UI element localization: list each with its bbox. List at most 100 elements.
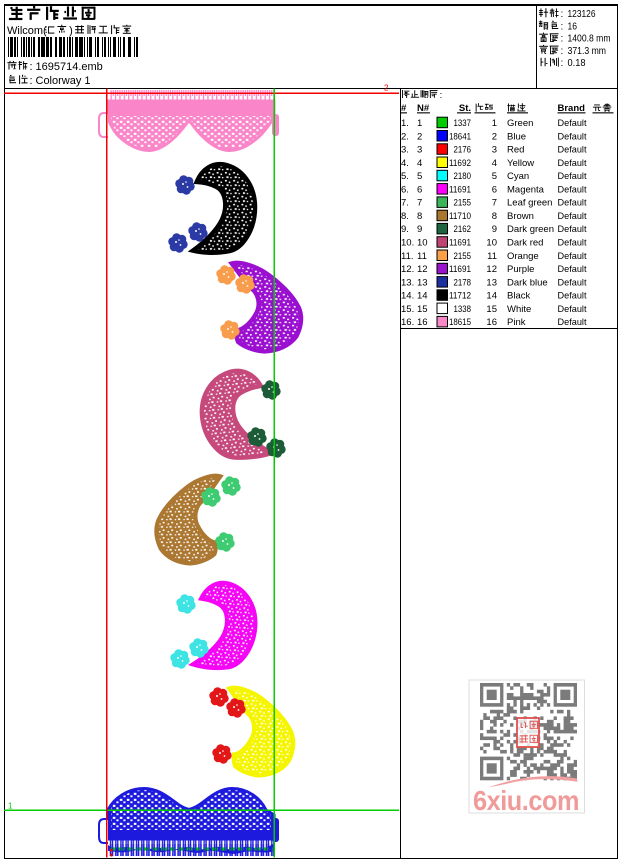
svg-text:Green: Green — [507, 118, 533, 129]
svg-text:9.: 9. — [401, 224, 409, 235]
svg-text:1: 1 — [8, 802, 13, 811]
svg-text:Default: Default — [558, 145, 587, 156]
svg-text:16: 16 — [417, 317, 428, 328]
svg-text:Default: Default — [558, 184, 587, 195]
svg-text:Colorway 1: Colorway 1 — [36, 75, 91, 87]
svg-text:Black: Black — [507, 291, 530, 302]
svg-text:10.: 10. — [401, 238, 414, 249]
svg-text:Purple: Purple — [507, 264, 534, 275]
svg-text:): ) — [69, 25, 73, 37]
svg-text:2: 2 — [417, 131, 422, 142]
svg-text::: : — [561, 58, 564, 69]
svg-text:Blue: Blue — [507, 131, 526, 142]
svg-text:11712: 11712 — [449, 291, 471, 302]
svg-text:Default: Default — [558, 304, 587, 315]
svg-text:371.3 mm: 371.3 mm — [568, 46, 607, 57]
svg-text:14.: 14. — [401, 291, 414, 302]
svg-text:Default: Default — [558, 224, 587, 235]
svg-text:4: 4 — [417, 158, 422, 169]
svg-text:Red: Red — [507, 145, 524, 156]
svg-text:14: 14 — [486, 291, 497, 302]
svg-text:Cyan: Cyan — [507, 171, 529, 182]
svg-text:9: 9 — [417, 224, 422, 235]
svg-text:6.: 6. — [401, 184, 409, 195]
svg-text:11.: 11. — [401, 251, 414, 262]
svg-text::: : — [561, 34, 564, 45]
svg-text:N#: N# — [417, 103, 430, 114]
svg-text:11692: 11692 — [449, 158, 471, 169]
svg-text:Default: Default — [558, 131, 587, 142]
svg-text:5: 5 — [417, 171, 422, 182]
svg-text:Default: Default — [558, 264, 587, 275]
svg-text:5: 5 — [492, 171, 497, 182]
svg-text:2178: 2178 — [454, 277, 472, 288]
svg-text:3: 3 — [417, 145, 422, 156]
svg-text:2: 2 — [384, 84, 389, 93]
svg-text:Default: Default — [558, 158, 587, 169]
svg-text:White: White — [507, 304, 531, 315]
svg-text:18615: 18615 — [449, 317, 471, 328]
svg-text:16: 16 — [568, 21, 578, 32]
svg-text:15.: 15. — [401, 304, 414, 315]
svg-text::: : — [30, 75, 33, 87]
svg-text:12: 12 — [486, 264, 497, 275]
svg-text:11691: 11691 — [449, 238, 471, 249]
svg-text:6: 6 — [492, 184, 497, 195]
svg-text:4.: 4. — [401, 158, 409, 169]
svg-text:11: 11 — [487, 251, 497, 262]
svg-text:7: 7 — [417, 198, 422, 209]
svg-text:1: 1 — [417, 118, 422, 129]
svg-text:#: # — [401, 103, 407, 114]
svg-text:Default: Default — [558, 171, 587, 182]
svg-text:5.: 5. — [401, 171, 409, 182]
svg-text:10: 10 — [417, 238, 428, 249]
svg-text:6xiu.com: 6xiu.com — [473, 785, 579, 816]
svg-text:3: 3 — [492, 145, 497, 156]
svg-text:11: 11 — [417, 251, 427, 262]
svg-text:St.: St. — [459, 103, 471, 114]
svg-text:2155: 2155 — [454, 198, 472, 209]
svg-text:2155: 2155 — [454, 251, 472, 262]
svg-text:Default: Default — [558, 291, 587, 302]
svg-text:7: 7 — [492, 198, 497, 209]
svg-text:Wilcom(: Wilcom( — [7, 25, 47, 37]
svg-text:14: 14 — [417, 291, 428, 302]
svg-text:Dark blue: Dark blue — [507, 277, 548, 288]
svg-text:Orange: Orange — [507, 251, 539, 262]
svg-text:2176: 2176 — [454, 145, 472, 156]
svg-text:11710: 11710 — [449, 211, 471, 222]
svg-text:Dark red: Dark red — [507, 238, 543, 249]
svg-text:Pink: Pink — [507, 317, 526, 328]
svg-text:Default: Default — [558, 211, 587, 222]
svg-text:Default: Default — [558, 317, 587, 328]
svg-text:12: 12 — [417, 264, 428, 275]
svg-text:9: 9 — [492, 224, 497, 235]
svg-text:18641: 18641 — [449, 131, 471, 142]
svg-text:1.: 1. — [401, 118, 409, 129]
svg-text:1400.8 mm: 1400.8 mm — [568, 34, 611, 45]
svg-text:123126: 123126 — [568, 9, 596, 20]
svg-text:Brand: Brand — [558, 103, 586, 114]
svg-text:7.: 7. — [401, 198, 409, 209]
svg-text:8: 8 — [492, 211, 497, 222]
svg-text:1: 1 — [492, 118, 497, 129]
svg-text:Yellow: Yellow — [507, 158, 534, 169]
svg-text:11691: 11691 — [449, 264, 471, 275]
svg-text:1337: 1337 — [454, 118, 472, 129]
svg-text:Default: Default — [558, 251, 587, 262]
svg-text:2: 2 — [492, 131, 497, 142]
svg-text:8: 8 — [417, 211, 422, 222]
svg-text:Leaf green: Leaf green — [507, 198, 552, 209]
svg-text:2180: 2180 — [454, 171, 472, 182]
svg-text:8.: 8. — [401, 211, 409, 222]
svg-text:6: 6 — [417, 184, 422, 195]
svg-text:4: 4 — [492, 158, 497, 169]
svg-text::: : — [561, 9, 564, 20]
svg-text:3.: 3. — [401, 145, 409, 156]
svg-text:2.: 2. — [401, 131, 409, 142]
svg-text::: : — [561, 21, 564, 32]
svg-text:1695714.emb: 1695714.emb — [36, 61, 103, 73]
svg-text:13: 13 — [417, 277, 428, 288]
svg-text:Dark green: Dark green — [507, 224, 554, 235]
svg-text:10: 10 — [486, 238, 497, 249]
